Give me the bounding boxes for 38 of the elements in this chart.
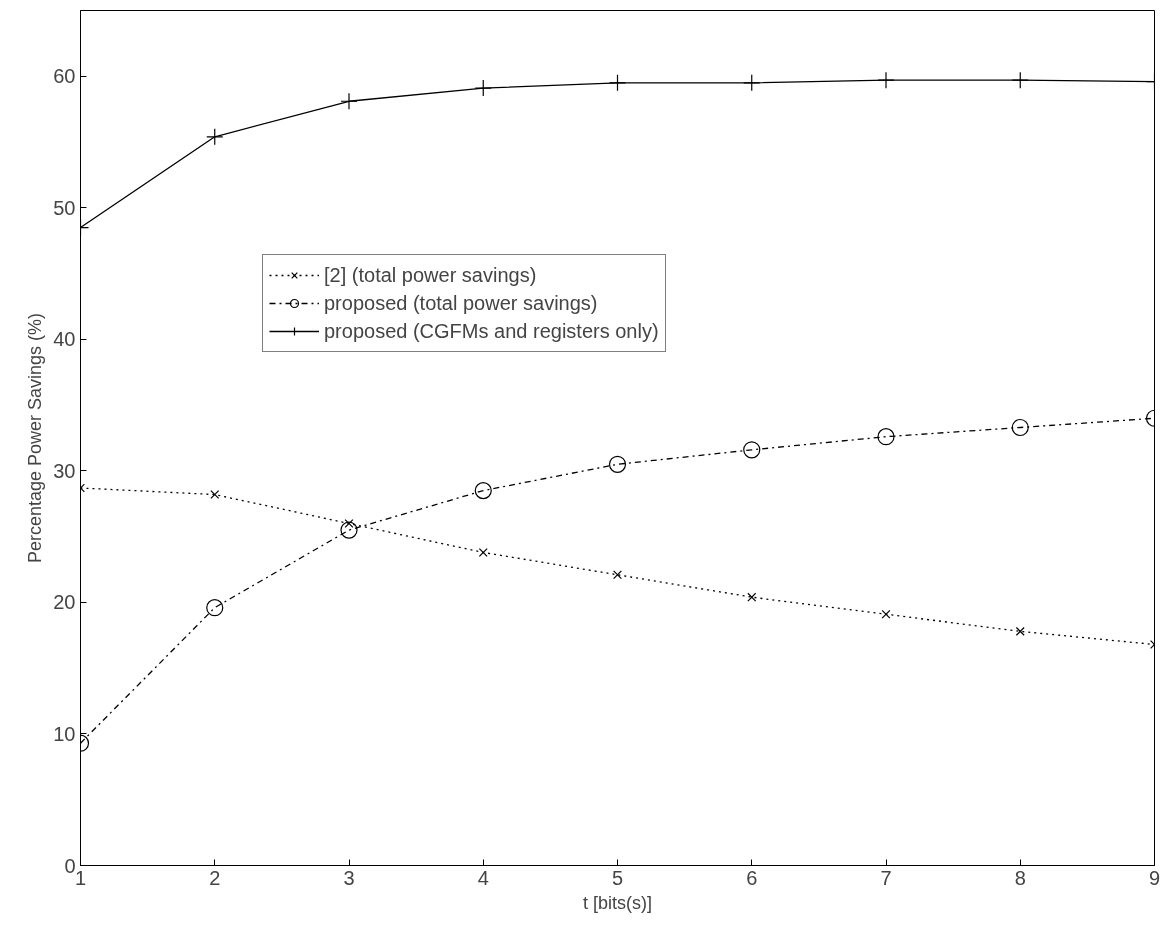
point xyxy=(881,609,891,619)
legend-label: proposed (CGFMs and registers only) xyxy=(324,318,659,344)
point xyxy=(1011,71,1029,89)
y-tick-label: 0 xyxy=(64,854,76,877)
x-tick-label: 6 xyxy=(746,866,758,889)
point xyxy=(747,592,757,602)
point xyxy=(206,599,224,617)
x-tick-label: 3 xyxy=(343,866,355,889)
point xyxy=(210,490,220,500)
point xyxy=(877,428,895,446)
y-tick-label: 20 xyxy=(53,591,76,614)
x-tick-label: 4 xyxy=(477,866,489,889)
point xyxy=(1011,418,1029,437)
x-tick-label: 2 xyxy=(209,866,221,889)
x-tick-label: 7 xyxy=(880,866,892,889)
x-tick-label: 5 xyxy=(611,866,624,889)
x-axis-title: t [bits(s)] xyxy=(583,892,653,913)
x-tick-label: 9 xyxy=(1148,866,1161,889)
y-tick-label: 30 xyxy=(53,459,76,482)
legend-label: proposed (total power savings) xyxy=(324,290,598,316)
y-tick-label: 60 xyxy=(53,65,76,88)
point xyxy=(340,521,358,539)
point xyxy=(608,74,627,92)
y-axis-title: Percentage Power Savings (%) xyxy=(25,312,46,564)
point xyxy=(743,74,761,92)
y-tick-label: 50 xyxy=(53,196,76,219)
x-tick-label: 8 xyxy=(1014,866,1026,889)
point xyxy=(474,482,492,500)
point xyxy=(478,547,488,557)
y-tick-label: 10 xyxy=(53,722,76,745)
point xyxy=(344,519,354,528)
point xyxy=(1015,626,1025,636)
point xyxy=(613,570,622,580)
legend-label: [2] (total power savings) xyxy=(324,262,537,288)
point xyxy=(608,455,627,473)
x-tick-label: 1 xyxy=(74,866,87,889)
point xyxy=(743,441,761,459)
y-tick-label: 40 xyxy=(53,328,76,351)
